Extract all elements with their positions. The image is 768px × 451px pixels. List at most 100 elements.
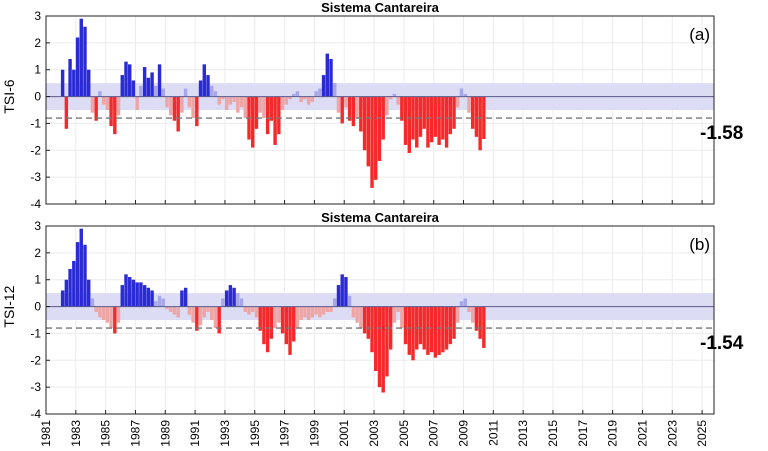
bar [165,96,169,108]
last-value-label: -1.58 [700,123,743,144]
bar [277,306,281,323]
bar [318,306,322,318]
bar [135,282,139,307]
bar [362,306,367,334]
bar [269,306,274,339]
bar [176,306,180,318]
bar [407,96,412,153]
y-tick-label: 1 [34,63,41,77]
bar [273,96,277,145]
bar [109,96,113,127]
bar [236,96,240,113]
bar [374,306,378,372]
bar [90,298,95,307]
x-tick-label: 2011 [486,420,500,446]
bar [292,93,296,97]
bar [90,96,95,113]
bar [429,306,434,353]
bar [329,58,333,97]
bar [146,287,151,307]
bar [418,306,423,345]
chart-title: Sistema Cantareira [321,0,440,15]
bar [370,96,374,188]
bar [157,64,162,97]
bar [336,285,341,307]
bar [150,290,154,307]
bar [116,96,121,116]
bar [411,306,415,361]
bar [157,295,162,307]
bar [433,306,438,358]
bar [98,91,102,97]
bar [478,306,482,339]
bar [444,96,449,148]
bar [105,306,110,323]
x-tick-label: 2013 [516,420,530,447]
bar [418,96,423,137]
bar [68,58,72,97]
bar [366,306,371,339]
bar [340,96,344,124]
plot-frame [45,225,715,415]
last-value-label: -1.54 [700,333,744,354]
bar [213,91,218,97]
y-tick-label: 1 [34,273,41,287]
bar [210,85,214,97]
panel-b: -4 -3 -2 -1 0 1 2 3 1981 1983 1985 1987 1989 1991 1993… [1,210,744,447]
y-tick-label: 2 [34,246,41,260]
bar [202,64,206,97]
x-tick-label: 2023 [665,420,679,447]
bar [321,306,326,315]
bar [120,285,124,307]
bar [154,301,158,307]
bar [325,53,330,97]
bar [124,61,128,97]
bar [180,96,184,113]
bar [351,96,356,127]
bar [329,306,333,312]
bar [370,306,374,353]
x-tick-label: 2017 [576,420,590,447]
bar [400,306,404,329]
bar [452,306,456,339]
x-tick-label: 1997 [278,420,292,447]
bar [422,96,426,129]
bar [400,96,404,121]
bar [75,37,80,97]
y-tick-label: -1 [30,116,41,130]
y-tick-label: -4 [30,407,41,421]
bar [456,96,460,108]
bar [239,298,244,307]
bar [284,306,288,345]
x-tick-label: 1987 [128,420,142,447]
bar [258,306,262,331]
bar [176,96,180,132]
bar [303,306,307,318]
y-tick-label: 0 [34,90,41,104]
bar [426,306,430,355]
bar [60,69,65,97]
bar [295,306,300,329]
bar [456,306,460,323]
bar [183,88,188,97]
bar [459,301,464,307]
bar [251,306,255,312]
bar [198,306,203,326]
bar [280,96,285,110]
bar [426,96,430,148]
bar [251,96,255,148]
bar [347,96,352,121]
bar [325,306,330,312]
bar [195,96,199,127]
x-tick-label: 2015 [546,420,560,447]
bar [146,77,151,97]
bar [116,306,121,323]
y-tick-label: 2 [34,36,41,50]
bar [191,96,195,119]
bar [139,282,143,307]
bar [366,96,371,167]
bar [411,96,415,140]
bar [470,96,475,129]
bar [310,306,315,318]
y-tick-label: -3 [30,170,41,184]
